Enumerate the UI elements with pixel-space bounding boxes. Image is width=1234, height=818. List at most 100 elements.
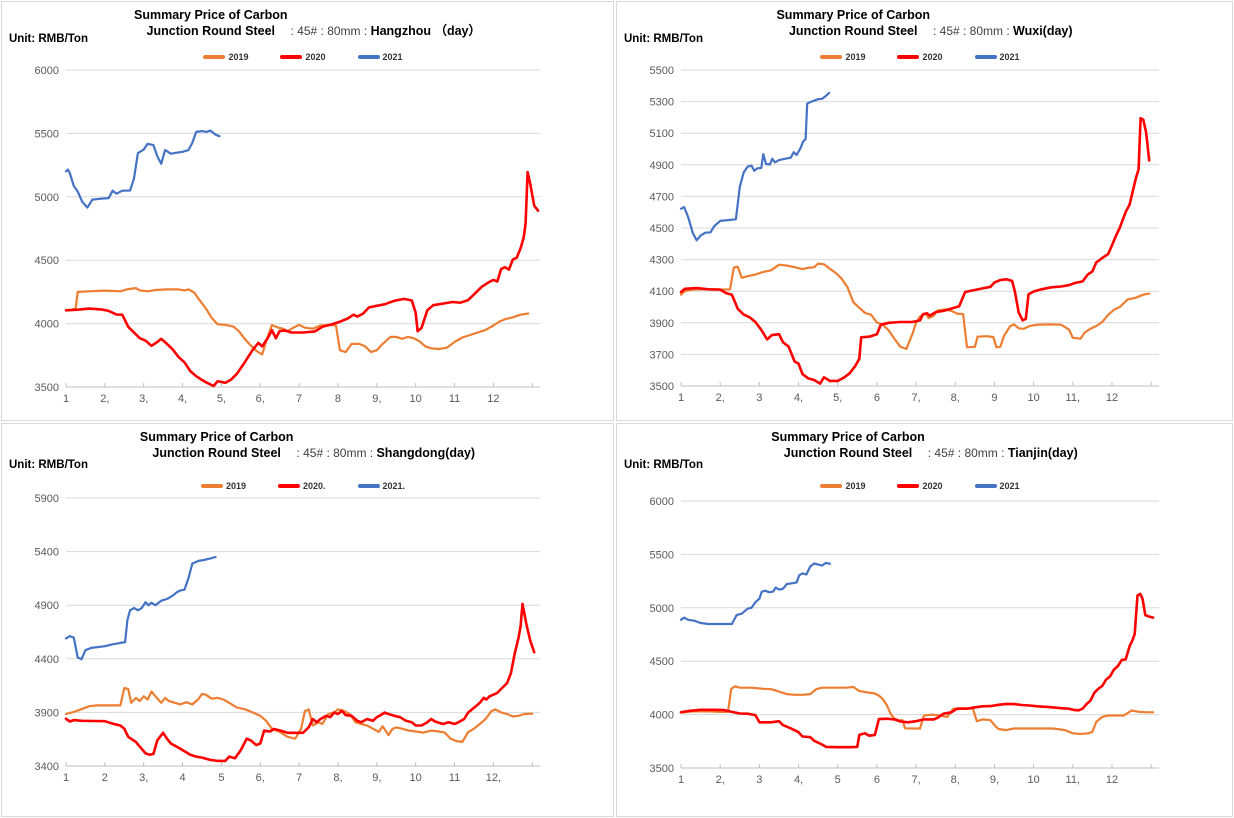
x-tick-label: 8,	[951, 774, 960, 786]
x-tick-label: 10	[410, 772, 422, 784]
chart-spec: : 45# : 80mm : Tianjin(day)	[928, 445, 1078, 462]
legend-label: 2021	[382, 52, 403, 62]
legend-swatch	[280, 55, 303, 59]
chart-header: Summary Price of Carbon Junction Round S…	[2, 2, 613, 39]
spec-text: : 45# : 80mm :	[296, 445, 374, 460]
y-tick-label: 6000	[650, 497, 674, 508]
legend-item-2020: 2020	[897, 481, 943, 491]
x-tick-label: 12	[1106, 392, 1118, 404]
y-tick-label: 6000	[35, 66, 59, 77]
legend: 2019 2020. 2021.	[66, 481, 540, 491]
chart-panel-tianjin: Unit: RMB/Ton Summary Price of Carbon Ju…	[616, 423, 1233, 817]
y-tick-label: 5300	[650, 97, 674, 109]
chart-title-line2: Junction Round Steel	[146, 23, 275, 38]
y-tick-label: 5900	[35, 494, 59, 505]
city-label: Hangzhou （day）	[370, 23, 481, 38]
series-line-2020	[64, 170, 540, 388]
y-tick-label: 4500	[650, 656, 674, 668]
chart-title-line2: Junction Round Steel	[783, 445, 913, 460]
series-line-2019	[679, 685, 1155, 736]
y-tick-label: 3400	[35, 761, 59, 773]
x-tick-label: 8,	[333, 772, 342, 784]
y-tick-label: 3500	[35, 382, 59, 394]
chart-spec: : 45# : 80mm : Shangdong(day)	[296, 445, 475, 462]
y-tick-label: 4000	[35, 319, 59, 331]
y-tick-label: 4900	[35, 600, 59, 612]
x-tick-label: 6,	[256, 772, 265, 784]
legend: 2019 2020 2021	[681, 52, 1159, 62]
chart-title-line1: Summary Price of Carbon	[134, 8, 288, 22]
y-tick-label: 5400	[35, 547, 59, 559]
x-tick-label: 3,	[139, 772, 148, 784]
x-tick-label: 2	[102, 772, 108, 784]
chart-title: Summary Price of Carbon Junction Round S…	[776, 8, 930, 39]
chart-title: Summary Price of Carbon Junction Round S…	[134, 8, 288, 39]
legend-item-2020: 2020	[897, 52, 943, 62]
x-tick-label: 1	[63, 393, 69, 405]
legend-label: 2020.	[302, 481, 326, 491]
legend-item-2020: 2020	[280, 52, 326, 62]
unit-label: Unit: RMB/Ton	[624, 459, 703, 471]
city-label: Tianjin(day)	[1007, 445, 1078, 460]
x-tick-label: 9,	[990, 774, 999, 786]
spec-text: : 45# : 80mm :	[290, 23, 368, 38]
y-tick-label: 4100	[650, 286, 674, 298]
legend-item-2019: 2019	[203, 52, 248, 62]
chart-spec: : 45# : 80mm : Hangzhou （day）	[291, 23, 481, 40]
legend-swatch	[897, 484, 920, 488]
legend-label: 2021.	[382, 481, 406, 491]
legend-item-2021: 2021	[974, 52, 1020, 62]
y-tick-label: 4500	[35, 255, 59, 267]
city-label: Wuxi(day)	[1013, 23, 1073, 38]
x-tick-label: 6	[874, 774, 880, 786]
unit-label: Unit: RMB/Ton	[624, 33, 703, 45]
legend-label: 2019	[845, 52, 866, 62]
series-line-2021	[64, 129, 221, 209]
x-tick-label: 9	[991, 392, 997, 404]
city-label: Shangdong(day)	[376, 445, 476, 460]
series-line-2019	[64, 287, 530, 356]
legend-label: 2019	[845, 481, 866, 491]
spec-text: : 45# : 80mm :	[932, 23, 1010, 38]
y-tick-label: 4500	[650, 223, 674, 235]
x-tick-label: 4,	[178, 393, 187, 405]
series-line-2020	[64, 602, 536, 763]
legend-swatch	[357, 484, 380, 488]
x-tick-label: 9,	[372, 772, 381, 784]
legend-swatch	[897, 55, 920, 59]
x-tick-label: 5,	[217, 393, 226, 405]
y-tick-label: 4900	[650, 160, 674, 172]
plot-area: 6000 5500 5000 4500 4000 3500 1 2, 3 4, 5 6 7, 8, 9, 10…	[650, 497, 1159, 786]
x-tick-label: 2,	[716, 392, 725, 404]
y-tick-label: 5500	[650, 549, 674, 561]
legend-label: 2020	[305, 52, 326, 62]
series-line-2021	[679, 561, 831, 626]
legend-swatch	[820, 484, 843, 488]
x-tick-label: 3	[756, 392, 762, 404]
x-tick-label: 10	[1027, 774, 1039, 786]
x-tick-label: 12,	[486, 772, 501, 784]
x-tick-label: 5	[835, 774, 841, 786]
x-tick-label: 11	[449, 772, 460, 784]
legend-item-2019: 2019	[820, 52, 865, 62]
chart-title-line1: Summary Price of Carbon	[139, 430, 294, 444]
chart-title: Summary Price of Carbon Junction Round S…	[140, 430, 294, 461]
x-tick-label: 3,	[139, 393, 148, 405]
x-tick-label: 12	[487, 393, 499, 405]
x-tick-label: 8,	[951, 392, 960, 404]
x-tick-label: 4,	[794, 774, 803, 786]
legend-swatch	[200, 484, 223, 488]
spec-text: : 45# : 80mm :	[927, 445, 1005, 460]
x-tick-label: 4,	[794, 392, 803, 404]
x-tick-label: 11	[449, 393, 460, 405]
x-tick-label: 10	[1027, 392, 1039, 404]
y-tick-label: 3900	[650, 318, 674, 330]
series-line-2020	[679, 116, 1151, 385]
legend-label: 2019	[228, 52, 249, 62]
legend-swatch	[357, 55, 380, 59]
chart-panel-hangzhou: Unit: RMB/Ton Summary Price of Carbon Ju…	[1, 1, 614, 421]
legend-item-2021: 2021	[357, 52, 403, 62]
x-tick-label: 12	[1106, 774, 1118, 786]
chart-header: Summary Price of Carbon Junction Round S…	[2, 424, 613, 461]
